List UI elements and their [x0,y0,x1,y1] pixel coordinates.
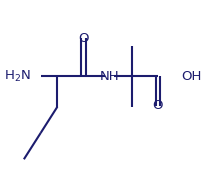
Text: O: O [78,31,89,44]
Text: OH: OH [181,70,202,83]
Text: H$_2$N: H$_2$N [4,69,31,84]
Text: O: O [153,99,163,112]
Text: NH: NH [100,70,119,83]
